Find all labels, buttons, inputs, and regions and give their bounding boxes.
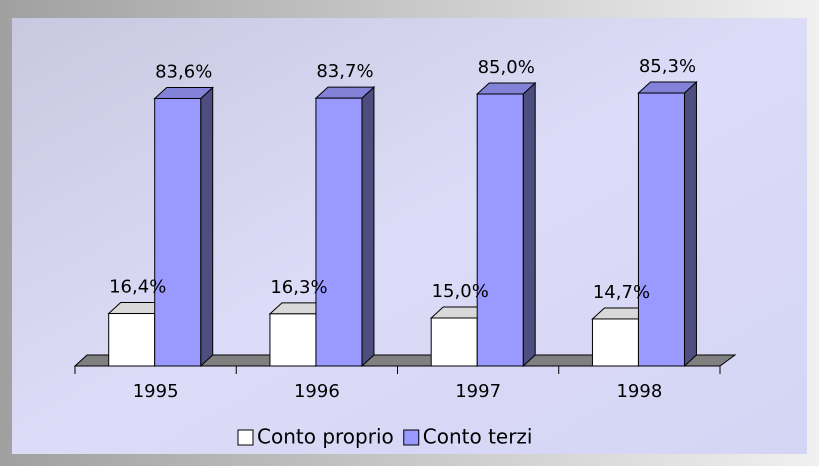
legend: Conto proprio Conto terzi bbox=[237, 425, 533, 449]
x-tick-label: 1998 bbox=[616, 381, 662, 402]
bar-front bbox=[637, 92, 685, 367]
legend-label: Conto terzi bbox=[423, 425, 533, 449]
x-tick-label: 1997 bbox=[455, 381, 501, 402]
bar-side bbox=[683, 80, 697, 368]
data-label: 83,6% bbox=[155, 61, 212, 82]
bar-side bbox=[522, 81, 536, 368]
bar bbox=[153, 86, 214, 368]
bar-front bbox=[476, 93, 524, 367]
data-label: 85,0% bbox=[478, 57, 535, 78]
bar-side bbox=[361, 86, 375, 368]
data-label: 83,7% bbox=[316, 61, 373, 82]
bar bbox=[314, 86, 376, 368]
x-tick-label: 1995 bbox=[133, 381, 179, 402]
bar-front bbox=[315, 97, 363, 367]
x-tick-label: 1996 bbox=[294, 381, 340, 402]
bar-front bbox=[591, 318, 639, 367]
data-label: 15,0% bbox=[432, 281, 489, 302]
bar-front bbox=[430, 317, 478, 367]
data-label: 85,3% bbox=[639, 56, 696, 77]
bar-front bbox=[108, 313, 156, 367]
bar-front bbox=[269, 313, 317, 367]
legend-swatch bbox=[403, 429, 420, 446]
data-label: 16,4% bbox=[109, 277, 166, 298]
bar-front bbox=[154, 97, 202, 367]
bar-side bbox=[200, 86, 214, 368]
legend-swatch bbox=[237, 429, 254, 446]
bar bbox=[637, 80, 698, 368]
data-label: 16,3% bbox=[270, 277, 327, 298]
legend-label: Conto proprio bbox=[257, 425, 394, 449]
data-label: 14,7% bbox=[593, 282, 650, 303]
bar bbox=[475, 81, 537, 368]
